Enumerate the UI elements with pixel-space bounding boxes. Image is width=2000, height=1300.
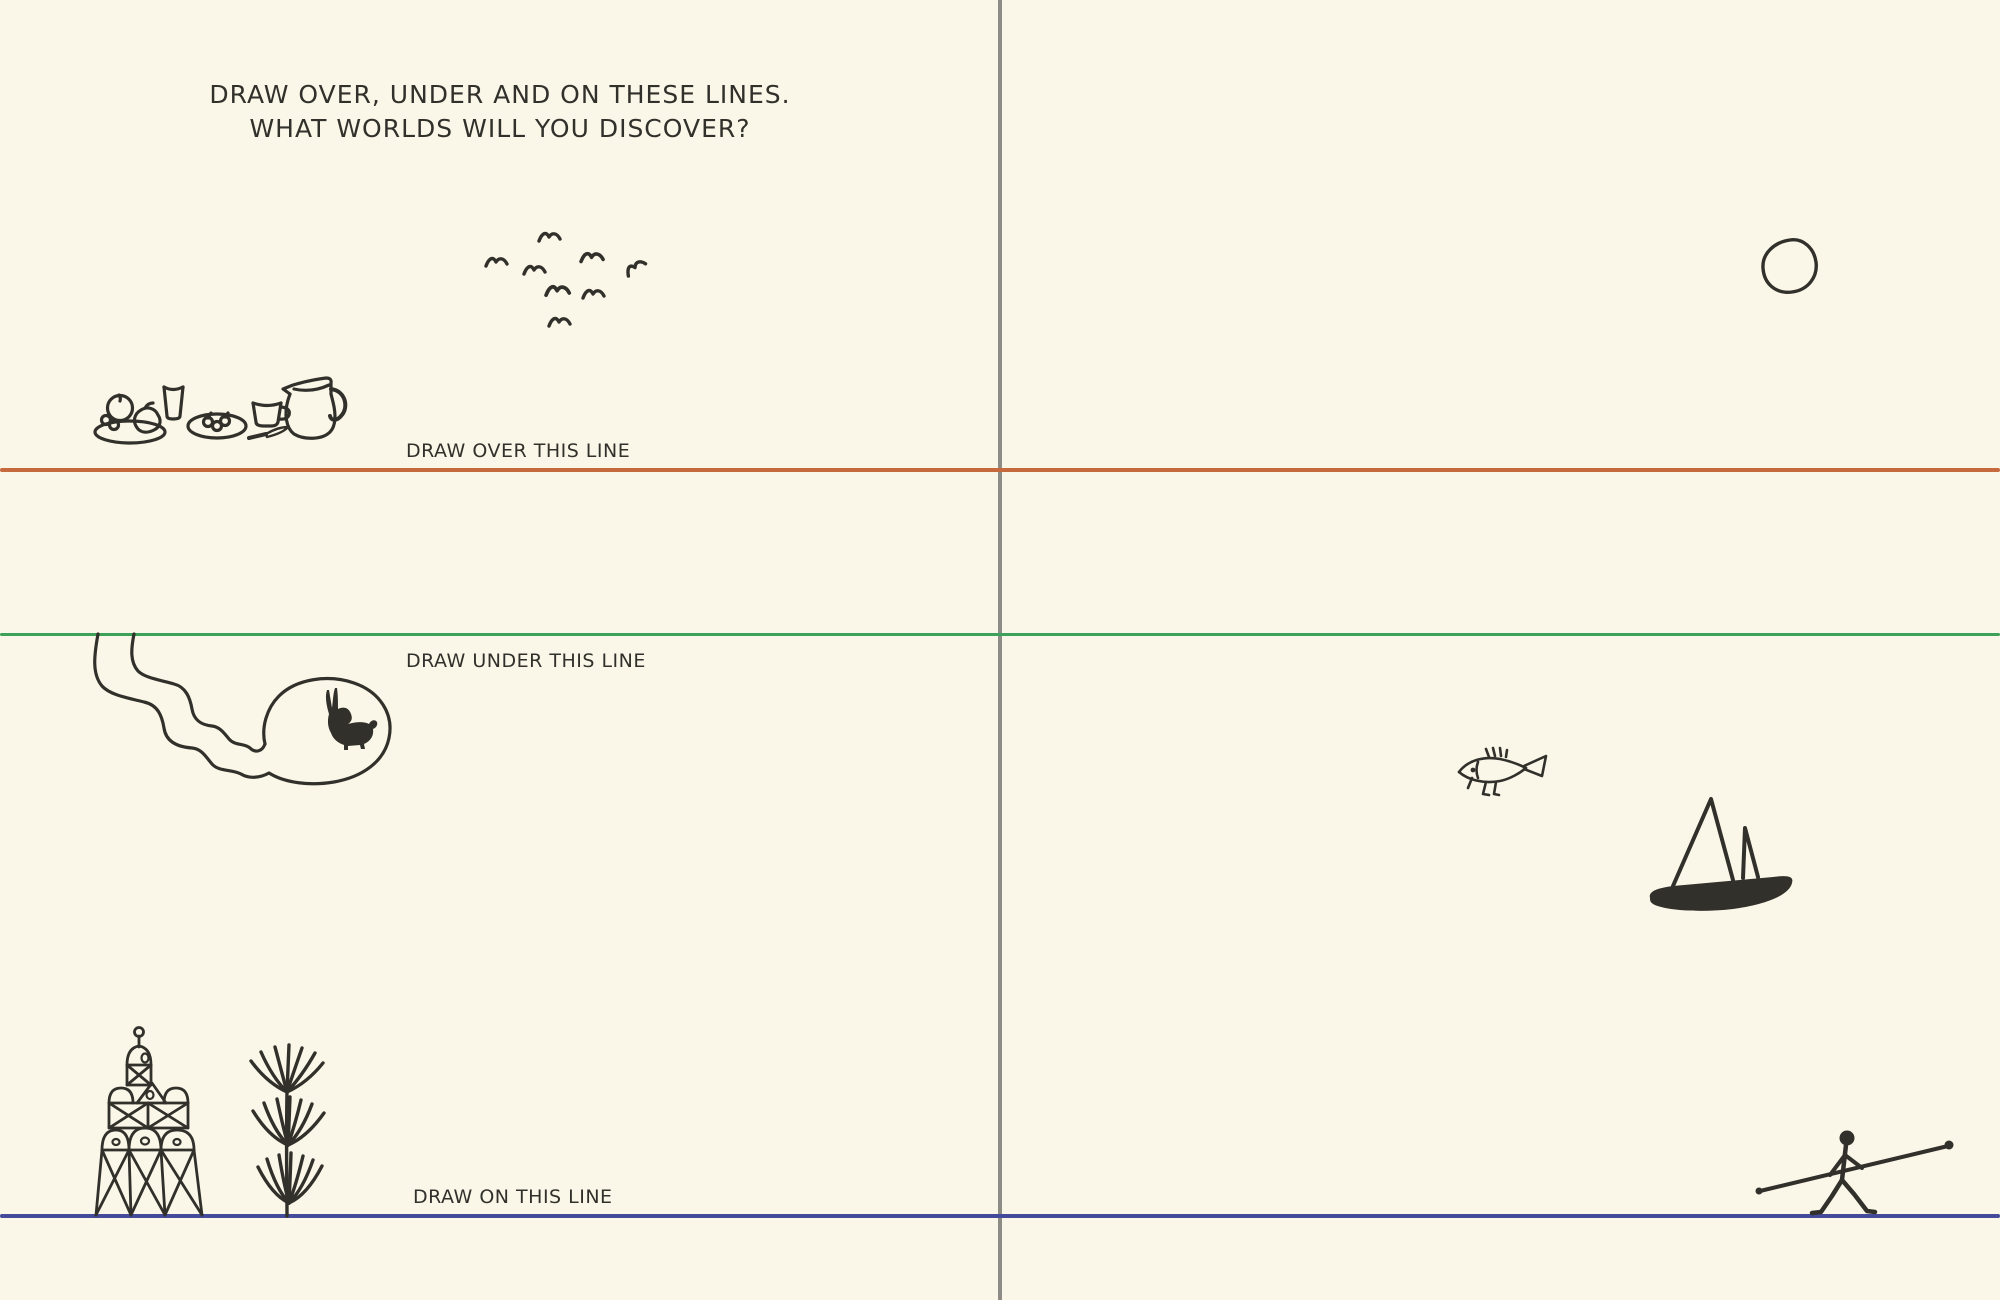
rabbit-in-burrow-icon xyxy=(93,632,392,786)
page-title-line2: WHAT WORLDS WILL YOU DISCOVER? xyxy=(249,114,751,143)
green-draw-under-line xyxy=(0,633,2000,636)
blue-draw-on-line xyxy=(0,1214,2000,1218)
breakfast-still-life-icon xyxy=(93,376,348,445)
fish-icon xyxy=(1457,746,1548,797)
tightrope-walker-icon xyxy=(1755,1130,1954,1216)
draw-over-label: DRAW OVER THIS LINE xyxy=(406,440,631,462)
page-title-line1: DRAW OVER, UNDER AND ON THESE LINES. xyxy=(209,80,791,109)
page-fold-line xyxy=(998,0,1002,1300)
sun-icon xyxy=(1761,238,1818,294)
page-title: DRAW OVER, UNDER AND ON THESE LINES. WHA… xyxy=(0,78,1000,146)
orange-draw-over-line xyxy=(0,468,2000,472)
draw-under-label: DRAW UNDER THIS LINE xyxy=(406,650,646,672)
plant-icon xyxy=(249,1043,326,1218)
draw-on-label: DRAW ON THIS LINE xyxy=(413,1186,613,1208)
birds-flock-icon xyxy=(484,231,648,328)
sailboat-icon xyxy=(1649,797,1793,911)
lattice-tower-icon xyxy=(94,1026,204,1217)
